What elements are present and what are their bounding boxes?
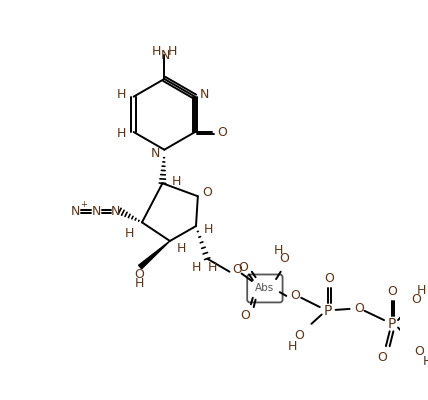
Text: H: H — [172, 175, 181, 188]
Text: H: H — [423, 354, 428, 368]
Text: O: O — [414, 345, 425, 358]
Text: Abs: Abs — [255, 284, 274, 294]
Text: N: N — [92, 205, 101, 218]
Text: H: H — [176, 242, 186, 255]
Text: O: O — [202, 186, 212, 199]
Text: H: H — [274, 244, 283, 257]
Text: +: + — [80, 200, 87, 209]
Text: O: O — [291, 290, 300, 302]
Text: O: O — [294, 330, 304, 342]
Polygon shape — [139, 241, 170, 269]
Text: P: P — [387, 317, 396, 331]
Text: O: O — [217, 126, 227, 138]
Text: P: P — [324, 304, 333, 318]
Text: O: O — [238, 262, 248, 274]
Text: O: O — [324, 272, 334, 285]
Text: O: O — [232, 263, 242, 276]
Text: H: H — [288, 340, 297, 353]
Text: H: H — [203, 223, 213, 236]
Text: O: O — [279, 252, 289, 265]
Text: H: H — [124, 227, 134, 240]
Text: N: N — [160, 49, 170, 62]
Text: O: O — [354, 302, 364, 316]
Text: H: H — [134, 277, 144, 290]
FancyBboxPatch shape — [247, 274, 282, 302]
Text: H: H — [152, 44, 161, 58]
Text: H: H — [208, 262, 217, 274]
Text: O: O — [387, 285, 397, 298]
Text: H: H — [191, 262, 201, 274]
Text: H: H — [416, 284, 426, 297]
Text: O: O — [411, 293, 421, 306]
Text: N: N — [150, 147, 160, 160]
Text: N: N — [111, 205, 121, 218]
Text: H: H — [117, 88, 126, 101]
Text: H: H — [168, 44, 177, 58]
Text: N: N — [70, 205, 80, 218]
Text: O: O — [241, 309, 250, 322]
Text: O: O — [377, 351, 387, 364]
Text: O: O — [134, 268, 144, 281]
Text: H: H — [117, 127, 126, 140]
Text: N: N — [199, 88, 209, 101]
